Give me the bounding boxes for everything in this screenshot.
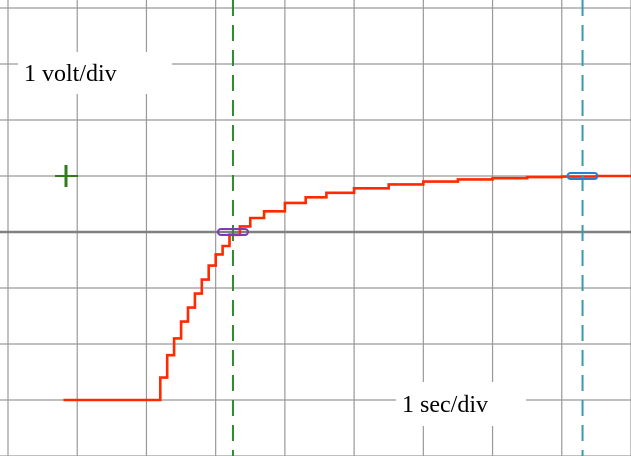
signal-trace — [63, 174, 631, 402]
volt-scale-label: 1 volt/div — [24, 61, 117, 87]
time-scale-label: 1 sec/div — [402, 392, 488, 418]
cursor-group — [216, 0, 599, 456]
trace-group — [63, 174, 631, 402]
cursor-marker-1 — [216, 228, 249, 236]
cursor-marker-2 — [566, 172, 599, 180]
trigger-marker-icon — [55, 165, 78, 187]
volt-scale-label-bg — [18, 52, 172, 94]
time-scale-label-bg — [396, 382, 526, 426]
